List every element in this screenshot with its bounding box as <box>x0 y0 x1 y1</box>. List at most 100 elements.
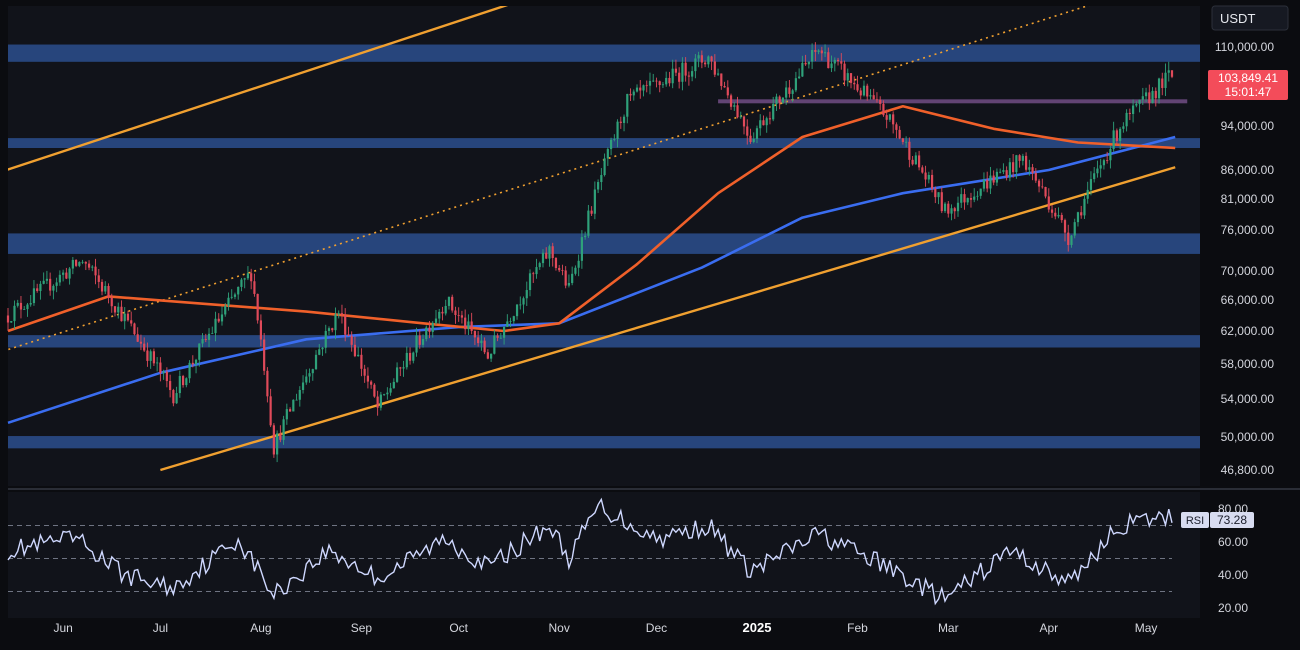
candle <box>807 61 810 69</box>
candle <box>551 242 554 267</box>
candle <box>357 346 360 357</box>
price-tick-label: 50,000.00 <box>1221 430 1275 444</box>
candle <box>156 357 159 372</box>
candle <box>353 336 357 358</box>
candle <box>1047 188 1050 213</box>
candle <box>143 337 146 352</box>
candle <box>833 57 836 72</box>
candle <box>204 333 207 343</box>
candle <box>486 349 489 360</box>
time-axis: Jun Jul Aug Sep Oct Nov Dec 2025 Feb Mar Apr May <box>53 620 1157 635</box>
candle <box>133 322 136 336</box>
candle <box>370 380 373 389</box>
candle <box>1015 154 1018 179</box>
currency-selector[interactable]: USDT <box>1211 5 1289 31</box>
candle <box>629 88 632 101</box>
candle <box>561 264 564 276</box>
candle <box>1138 99 1141 113</box>
candle <box>428 320 431 339</box>
candle <box>762 115 765 126</box>
candle <box>1076 211 1080 227</box>
candle <box>379 391 382 411</box>
candle <box>344 308 347 342</box>
candle <box>927 171 930 184</box>
candle <box>175 386 178 404</box>
candle <box>1028 159 1031 176</box>
candle <box>327 326 331 335</box>
candle <box>276 430 279 463</box>
candle <box>801 55 804 77</box>
candle <box>477 331 480 347</box>
candle <box>337 310 340 319</box>
candle <box>820 46 823 61</box>
rsi-value-tag: RSI 73.28 <box>1181 512 1254 528</box>
candle <box>87 260 91 271</box>
candle <box>301 375 305 394</box>
candle <box>94 258 97 285</box>
candlesticks <box>6 42 1174 463</box>
candle <box>360 348 363 377</box>
candle <box>1086 181 1089 204</box>
candle <box>541 249 545 268</box>
candle <box>729 93 733 110</box>
candle <box>694 54 697 79</box>
candle <box>1093 167 1096 183</box>
candle <box>671 59 674 89</box>
candle <box>765 116 768 133</box>
candle <box>220 306 224 326</box>
candle <box>191 355 194 368</box>
candle <box>490 353 493 362</box>
candle <box>188 360 191 383</box>
candle <box>554 257 558 271</box>
candle <box>976 191 979 201</box>
candle <box>512 315 515 325</box>
candle <box>1037 178 1041 193</box>
price-tick-label: 110,000.00 <box>1215 40 1274 54</box>
candle <box>635 84 639 93</box>
candle <box>509 317 512 328</box>
candle <box>1157 77 1161 104</box>
candle <box>872 88 875 100</box>
candle <box>986 171 989 193</box>
candle <box>1128 108 1131 121</box>
candle <box>875 92 879 103</box>
candle <box>240 277 243 292</box>
candle <box>707 55 710 68</box>
time-tick-label: 2025 <box>743 620 772 635</box>
candle <box>1083 194 1086 220</box>
candle <box>438 308 441 324</box>
candle <box>943 202 947 214</box>
candle <box>652 73 655 83</box>
moving-average-line <box>7 135 1176 425</box>
trendline <box>160 166 1176 472</box>
candle <box>901 137 904 145</box>
candle <box>58 270 61 286</box>
candle <box>772 96 775 122</box>
price-tick-label: 62,000.00 <box>1221 324 1275 338</box>
candle <box>811 43 814 69</box>
candle <box>1131 99 1135 123</box>
candle <box>499 332 502 339</box>
candle <box>1060 212 1063 223</box>
candle <box>130 311 133 327</box>
candle <box>658 80 661 93</box>
price-tick-label: 70,000.00 <box>1221 264 1275 278</box>
candle <box>798 68 801 80</box>
candle <box>947 201 950 218</box>
candle <box>460 310 464 324</box>
candle <box>700 50 703 69</box>
candle <box>665 71 668 87</box>
candle <box>253 273 256 297</box>
candle <box>1031 163 1034 181</box>
candle <box>71 257 74 275</box>
candle <box>178 370 181 398</box>
candle <box>139 334 143 351</box>
candle <box>1135 101 1138 108</box>
candle <box>1122 122 1125 133</box>
price-tick-label: 66,000.00 <box>1221 293 1275 307</box>
time-tick-label: Sep <box>351 621 373 635</box>
candle <box>480 333 483 351</box>
candle <box>846 68 849 87</box>
candle <box>580 230 583 269</box>
candle <box>746 119 749 145</box>
